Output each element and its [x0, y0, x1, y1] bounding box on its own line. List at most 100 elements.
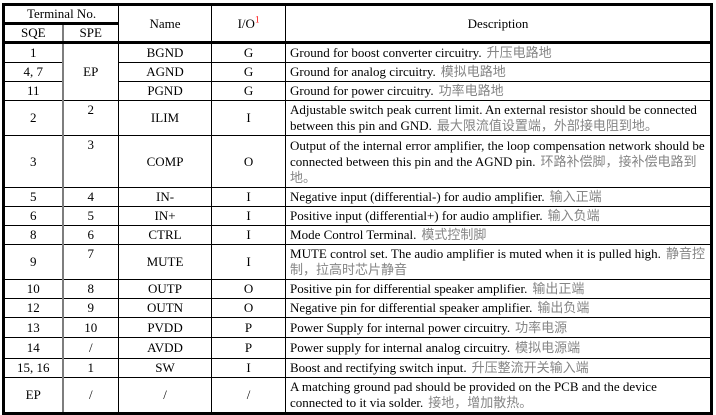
description-chinese: 模拟电源端: [515, 340, 581, 355]
sqe-cell: 8: [3, 225, 64, 245]
description-english: Positive pin for differential speaker am…: [290, 281, 528, 296]
io-cell: P: [211, 317, 287, 338]
spe-cell: 9: [61, 298, 120, 318]
description-chinese: 最大限流值设置端，外部接电阻到地。: [436, 118, 658, 133]
table-row: 9 7 MUTE I MUTE control set. The audio ampli…: [3, 244, 712, 280]
description-cell: Ground for power circuitry. 功率电路地: [285, 81, 712, 101]
name-cell: SW: [118, 358, 213, 378]
description-chinese: 输出负端: [537, 300, 590, 315]
name-cell: BGND: [118, 42, 213, 63]
io-footnote-marker: 1: [254, 14, 260, 25]
description-chinese: 功率电源: [515, 319, 568, 335]
sqe-cell: 2: [3, 100, 64, 136]
description-cell: Ground for boost converter circuitry. 升压电…: [285, 42, 712, 63]
description-english: Positive input (differential+) for audio…: [290, 208, 543, 223]
spe-cell: 2: [61, 100, 120, 136]
description-chinese: 模拟电路地: [440, 64, 506, 79]
description-english: Negative input (differential-) for audio…: [290, 189, 545, 204]
io-cell: G: [211, 62, 287, 82]
datasheet-page: Terminal No. Name I/O1 Description SQE S…: [2, 3, 713, 415]
description-chinese: 输入正端: [549, 189, 602, 204]
io-cell: I: [211, 244, 287, 280]
description-english: Mode Control Terminal.: [290, 227, 417, 242]
table-row: 5 4 IN- I Negative input (differential-) for…: [3, 187, 712, 207]
description-cell: Output of the internal error amplifier, …: [285, 135, 712, 188]
description-english: Ground for analog circuitry.: [290, 64, 436, 79]
header-spe: SPE: [61, 23, 120, 43]
table-header: Terminal No. Name I/O1 Description SQE S…: [2, 4, 712, 43]
description-chinese: 升压电路地: [486, 45, 552, 60]
table-row: 2 2 ILIM I Adjustable switch peak current li…: [3, 100, 712, 136]
spe-cell: 6: [61, 225, 120, 245]
description-english: Power Supply for internal power circuitr…: [290, 319, 511, 335]
table-row: 3 3 COMP O Output of the internal error ampl…: [3, 135, 712, 188]
sqe-cell: 10: [3, 279, 64, 299]
name-cell: IN+: [118, 206, 213, 226]
io-cell: G: [211, 81, 287, 101]
io-cell: I: [211, 187, 287, 207]
description-english: Power supply for internal analog circuit…: [290, 340, 511, 355]
description-cell: Positive input (differential+) for audio…: [285, 206, 712, 226]
name-cell: IN-: [118, 187, 213, 207]
spe-cell: 5: [61, 206, 120, 226]
table-row: 10 8 OUTP O Positive pin for differential sp…: [3, 279, 712, 299]
table-row: 6 5 IN+ I Positive input (differential+) for…: [3, 206, 712, 226]
description-cell: MUTE control set. The audio amplifier is…: [285, 244, 712, 280]
table-row: 15, 16 1 SW I Boost and rectifying switch in…: [3, 358, 712, 378]
table-row: 14/AVDD P Power supply for internal analog…: [3, 337, 712, 359]
description-chinese: 输出正端: [532, 281, 585, 296]
description-cell: Power Supply for internal power circuitr…: [285, 317, 712, 338]
name-cell: PGND: [118, 81, 213, 101]
io-cell: I: [211, 100, 287, 136]
description-english: Ground for power circuitry.: [290, 83, 434, 98]
description-cell: Mode Control Terminal. 模式控制脚: [285, 225, 712, 245]
io-cell: I: [211, 358, 287, 378]
name-cell: CTRL: [118, 225, 213, 245]
pin-description-table: Terminal No. Name I/O1 Description SQE S…: [2, 3, 713, 415]
spe-cell: 10: [61, 317, 120, 338]
io-cell: P: [211, 337, 287, 359]
description-cell: Adjustable switch peak current limit. An…: [285, 100, 712, 136]
spe-cell: 3: [61, 135, 120, 188]
sqe-cell: 15, 16: [3, 358, 64, 378]
table-row: 1 EP BGND G Ground for boost converter circu…: [3, 42, 712, 101]
sqe-cell: 11: [3, 81, 64, 101]
sqe-cell: 12: [3, 298, 64, 318]
sqe-cell: 1: [3, 42, 64, 63]
name-cell: COMP: [118, 135, 213, 188]
io-cell: G: [211, 42, 287, 63]
table-row: 8 6 CTRL I Mode Control Terminal. 模式控制脚: [3, 225, 712, 245]
table-row: EP / / / A matching ground pad should be pro…: [3, 377, 712, 414]
description-chinese: 功率电路地: [438, 83, 504, 98]
sqe-cell: 5: [3, 187, 64, 207]
sqe-cell: 9: [3, 244, 64, 280]
sqe-cell: 14: [3, 337, 64, 359]
spe-cell: 4: [61, 187, 120, 207]
description-chinese: 环路补偿脚，接补偿电路到地。: [290, 153, 697, 185]
header-terminal-no: Terminal No.: [2, 4, 120, 25]
header-io-label: I/O: [237, 15, 255, 31]
sqe-cell: 3: [3, 135, 64, 188]
name-cell: AGND: [118, 62, 213, 82]
io-cell: O: [211, 279, 287, 299]
sqe-cell: 6: [3, 206, 64, 226]
table-row: 13 10 PVDD P Power Supply for internal power…: [3, 317, 712, 338]
io-cell: I: [211, 206, 287, 226]
sqe-cell: 13: [3, 317, 64, 338]
header-description: Description: [285, 4, 712, 43]
description-cell: A matching ground pad should be provided…: [285, 377, 712, 414]
description-english: Ground for boost converter circuitry.: [290, 45, 482, 60]
header-sqe: SQE: [3, 23, 64, 43]
description-cell: Ground for analog circuitry. 模拟电路地: [285, 62, 712, 82]
name-cell: OUTN: [118, 298, 213, 318]
sqe-cell: EP: [3, 377, 64, 414]
name-cell: /: [118, 377, 213, 414]
description-english: MUTE control set. The audio amplifier is…: [290, 246, 661, 261]
spe-cell: EP: [61, 42, 120, 101]
spe-cell: 8: [61, 279, 120, 299]
description-chinese: 接地，增加散热。: [428, 395, 533, 410]
description-cell: Negative input (differential-) for audio…: [285, 187, 712, 207]
name-cell: ILIM: [118, 100, 213, 136]
name-cell: OUTP: [118, 279, 213, 299]
description-english: Negative pin for differential speaker am…: [290, 300, 533, 315]
